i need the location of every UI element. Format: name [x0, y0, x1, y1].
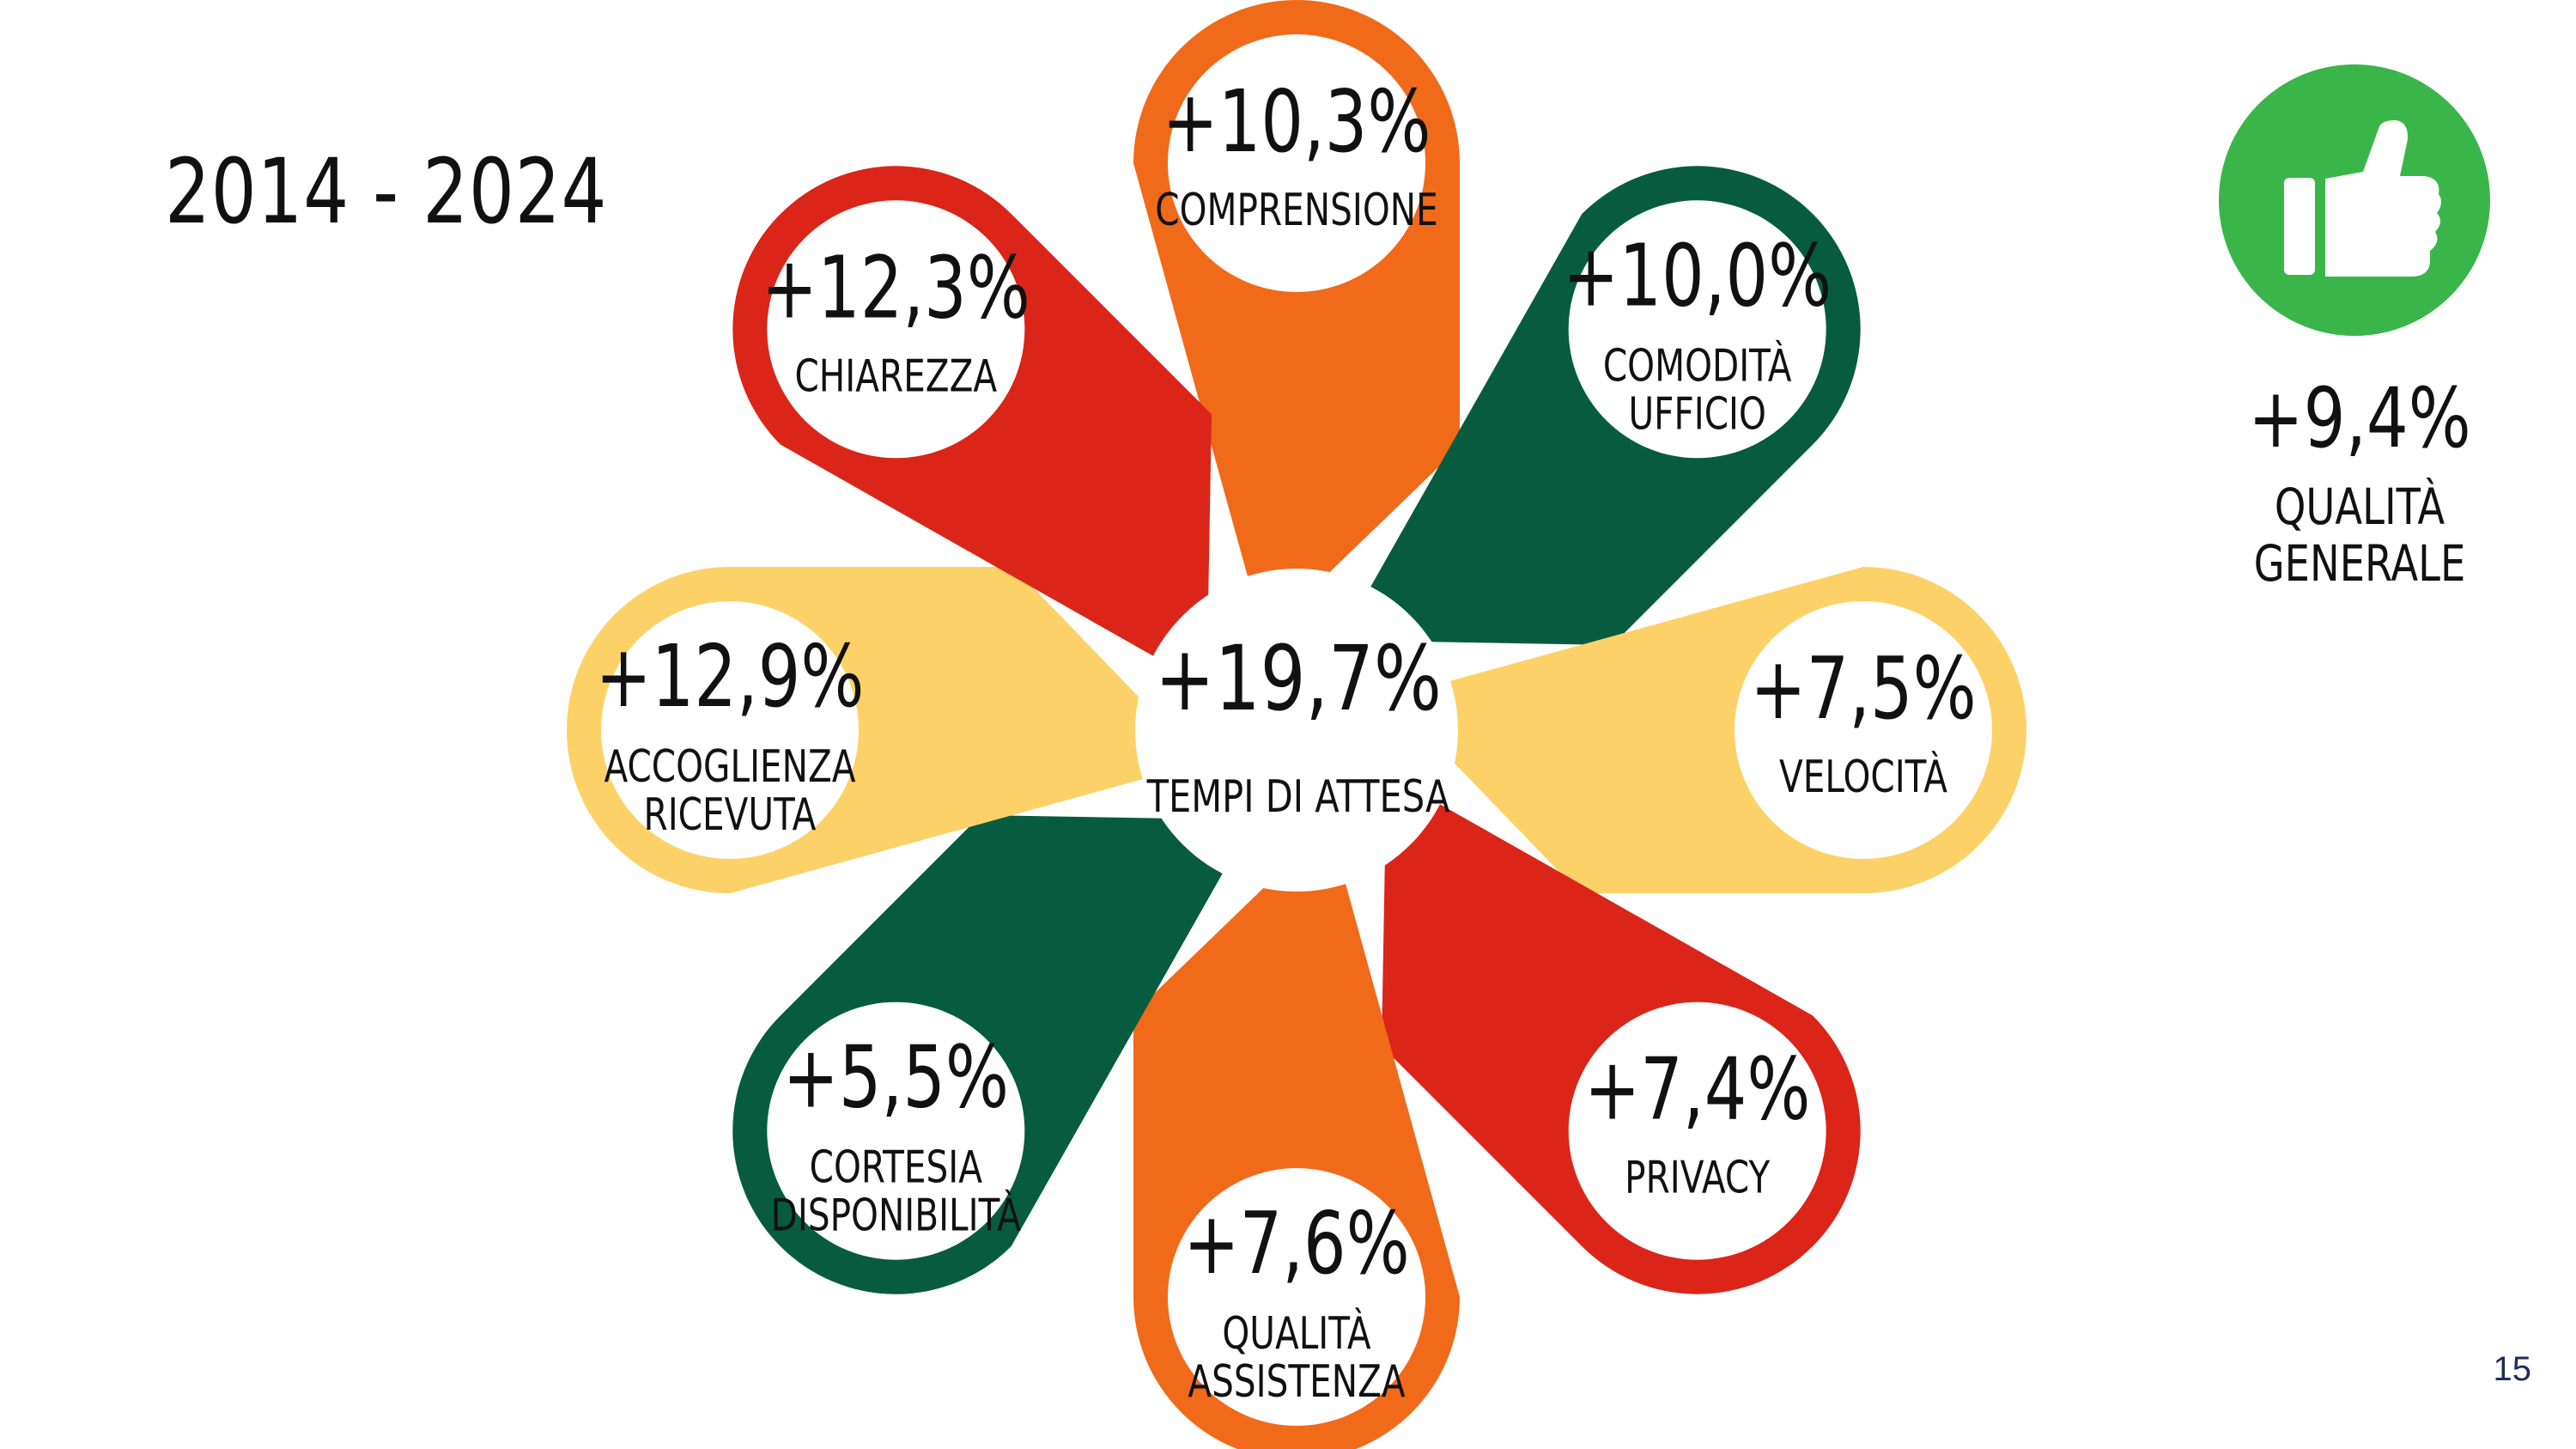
petal-circle-cortesia-disponibilita — [767, 1002, 1025, 1260]
petal-value-accoglienza-ricevuta: +12,9% — [595, 628, 864, 728]
petal-label-cortesia-disponibilita-line-2: DISPONIBILITÀ — [771, 1190, 1021, 1241]
petal-label-privacy-line-1: PRIVACY — [1625, 1152, 1771, 1203]
center-circle — [1135, 569, 1458, 892]
petal-value-cortesia-disponibilita: +5,5% — [783, 1028, 1009, 1128]
petal-label-chiarezza-line-1: CHIAREZZA — [794, 350, 997, 401]
petal-label-qualita-assistenza-line-1: QUALITÀ — [1222, 1307, 1370, 1359]
summary-label-line-1: QUALITÀ — [2275, 477, 2445, 537]
petal-value-velocita: +7,5% — [1750, 640, 1976, 740]
petal-circle-comprensione — [1168, 34, 1425, 292]
center-value: +19,7% — [1155, 628, 1442, 731]
petal-label-qualita-assistenza-line-2: ASSISTENZA — [1188, 1355, 1405, 1407]
petal-label-accoglienza-ricevuta-line-1: ACCOGLIENZA — [604, 740, 855, 792]
petal-circle-accoglienza-ricevuta — [601, 601, 859, 859]
center-label: TEMPI DI ATTESA — [1146, 771, 1450, 824]
petal-circle-privacy — [1568, 1002, 1826, 1260]
petal-label-velocita-line-1: VELOCITÀ — [1779, 751, 1947, 802]
petal-circle-velocita — [1735, 601, 1992, 859]
page-number: 15 — [2493, 1350, 2532, 1388]
petal-value-qualita-assistenza: +7,6% — [1183, 1195, 1409, 1294]
petal-label-cortesia-disponibilita-line-1: CORTESIA — [810, 1142, 982, 1193]
petal-label-comprensione-line-1: COMPRENSIONE — [1155, 184, 1437, 235]
thumbs-up-icon — [2284, 120, 2442, 277]
petal-value-comodita-ufficio: +10,0% — [1563, 227, 1832, 326]
petal-value-chiarezza: +12,3% — [762, 239, 1030, 338]
petal-label-comodita-ufficio-line-2: UFFICIO — [1628, 387, 1766, 439]
petal-label-accoglienza-ricevuta-line-2: RICEVUTA — [644, 788, 817, 840]
summary-label-line-2: GENERALE — [2254, 535, 2466, 593]
period-title: 2014 - 2024 — [165, 139, 608, 244]
petal-circle-chiarezza — [767, 200, 1025, 459]
petal-label-comodita-ufficio-line-1: COMODITÀ — [1603, 339, 1792, 391]
summary-value: +9,4% — [2248, 370, 2470, 467]
petal-value-privacy: +7,4% — [1584, 1040, 1810, 1140]
petal-circle-qualita-assistenza — [1168, 1168, 1425, 1426]
petal-value-comprensione: +10,3% — [1162, 73, 1431, 173]
petal-circle-comodita-ufficio — [1568, 200, 1826, 459]
